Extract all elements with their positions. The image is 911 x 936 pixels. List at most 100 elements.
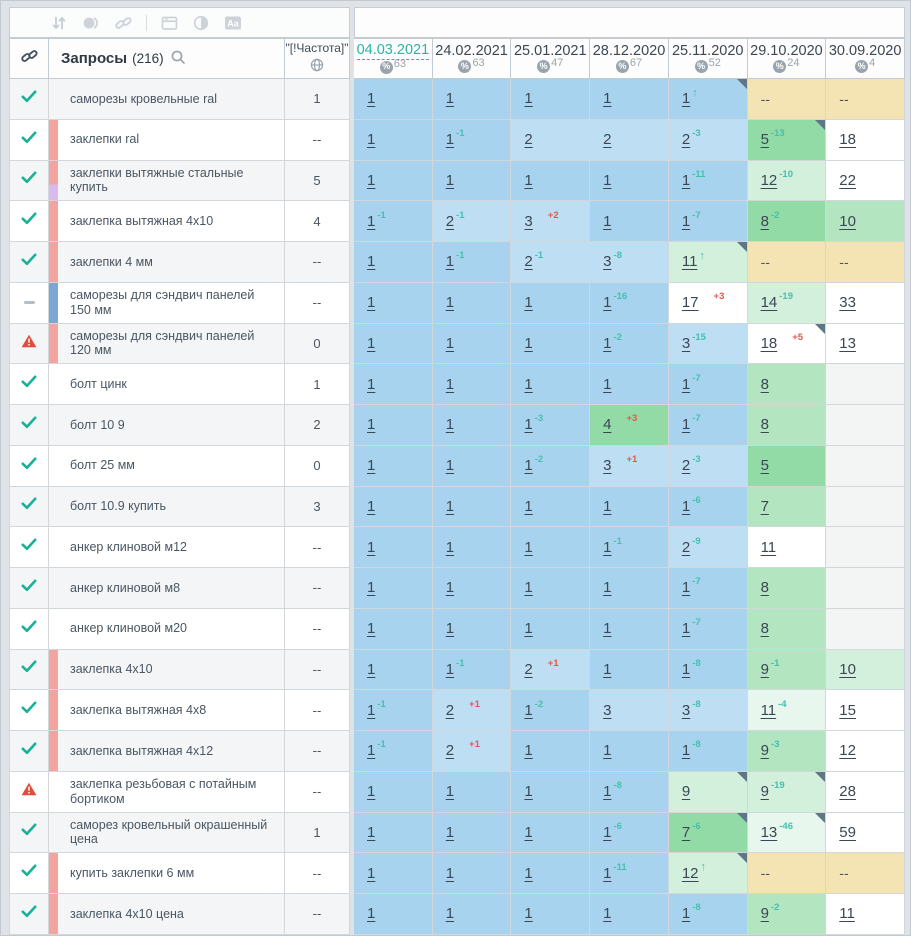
position-link[interactable]: 3 xyxy=(603,701,612,719)
position-cell[interactable]: 1 xyxy=(590,608,669,650)
position-link[interactable]: 3 xyxy=(524,212,533,230)
position-link[interactable]: 33 xyxy=(839,294,856,312)
position-link[interactable]: 1 xyxy=(524,497,533,515)
position-link[interactable]: 7 xyxy=(760,497,769,515)
position-cell[interactable]: 2 +1 xyxy=(511,649,591,691)
date-label[interactable]: 28.12.2020 xyxy=(592,42,666,59)
keyword-cell[interactable]: купить заклепки 6 мм xyxy=(49,853,285,894)
position-cell[interactable]: 1 xyxy=(511,812,591,854)
position-cell[interactable]: 7 -6 xyxy=(668,812,748,854)
position-cell[interactable]: 1 xyxy=(432,771,512,813)
position-link[interactable]: 1 xyxy=(603,823,612,841)
position-link[interactable]: 17 xyxy=(681,294,699,312)
date-column-header[interactable]: 25.01.2021 % 47 xyxy=(511,38,591,79)
status-cell[interactable] xyxy=(9,486,49,528)
position-link[interactable]: 1 xyxy=(603,742,612,760)
position-link[interactable]: 2 xyxy=(524,253,533,271)
position-cell[interactable]: 1 -8 xyxy=(668,649,748,691)
font-case-icon[interactable]: Aa xyxy=(223,14,243,32)
circles-icon[interactable] xyxy=(81,14,101,32)
status-cell[interactable] xyxy=(9,79,49,120)
status-ok-icon[interactable] xyxy=(21,497,37,515)
status-excluded-icon[interactable] xyxy=(23,301,35,305)
position-cell[interactable]: 1 xyxy=(432,853,512,894)
status-cell[interactable] xyxy=(9,608,49,650)
position-link[interactable]: 1 xyxy=(524,864,533,882)
position-link[interactable]: 9 xyxy=(760,905,769,923)
position-cell[interactable]: 2 -3 xyxy=(668,119,748,161)
position-link[interactable]: 1 xyxy=(524,171,533,189)
status-ok-icon[interactable] xyxy=(21,660,37,678)
position-link[interactable]: 11 xyxy=(760,538,777,556)
status-cell[interactable] xyxy=(9,405,49,446)
position-link[interactable]: 18 xyxy=(839,131,856,149)
position-link[interactable]: 1 xyxy=(367,253,376,271)
keyword-cell[interactable]: болт 10.9 купить xyxy=(49,486,285,528)
status-ok-icon[interactable] xyxy=(21,742,37,760)
position-link[interactable]: 1 xyxy=(524,538,533,556)
status-ok-icon[interactable] xyxy=(21,538,37,556)
position-cell[interactable]: 1 -1 xyxy=(432,649,512,691)
status-cell[interactable] xyxy=(9,201,49,242)
position-link[interactable]: 15 xyxy=(839,701,856,719)
position-link[interactable]: 9 xyxy=(760,783,769,801)
keyword-cell[interactable]: болт 10 9 xyxy=(49,405,285,446)
position-cell[interactable]: 2 xyxy=(590,119,669,161)
position-link[interactable]: 13 xyxy=(839,334,856,352)
position-cell[interactable]: 1 xyxy=(590,201,669,242)
position-link[interactable]: 1 xyxy=(445,253,455,271)
position-link[interactable]: 1 xyxy=(681,212,691,230)
position-cell[interactable]: 1 xyxy=(432,160,512,202)
position-cell[interactable]: 8 xyxy=(747,568,827,609)
position-link[interactable]: 1 xyxy=(603,171,612,189)
keyword-cell[interactable]: заклепка резьбовая с потайным бортиком xyxy=(49,771,285,813)
keyword-cell[interactable]: заклепка 4х10 xyxy=(49,649,285,691)
position-link[interactable]: 1 xyxy=(603,905,612,923)
position-cell[interactable]: 1 -7 xyxy=(668,201,748,242)
position-link[interactable]: 1 xyxy=(524,457,533,475)
position-link[interactable]: 1 xyxy=(603,620,612,638)
status-ok-icon[interactable] xyxy=(21,171,37,189)
position-cell[interactable]: 1 xyxy=(354,160,433,202)
position-link[interactable]: 1 xyxy=(445,90,455,108)
position-link[interactable]: 13 xyxy=(760,823,778,841)
position-cell[interactable]: 9 -19 xyxy=(747,771,827,813)
position-link[interactable]: 3 xyxy=(603,457,612,475)
position-cell[interactable]: 1 xyxy=(590,649,669,691)
position-cell[interactable]: 1 xyxy=(590,160,669,202)
position-link[interactable]: 14 xyxy=(760,294,778,312)
position-cell[interactable]: 1 xyxy=(590,364,669,405)
position-link[interactable]: 2 xyxy=(445,701,455,719)
position-link[interactable]: 1 xyxy=(367,334,376,352)
position-link[interactable]: 59 xyxy=(839,823,856,841)
position-cell[interactable]: 2 +1 xyxy=(432,690,512,731)
position-link[interactable]: 1 xyxy=(603,294,612,312)
position-link[interactable]: 1 xyxy=(603,864,612,882)
position-link[interactable]: 1 xyxy=(367,620,376,638)
position-cell[interactable]: 1 xyxy=(354,445,433,487)
position-link[interactable]: 5 xyxy=(760,131,769,149)
keyword-cell[interactable]: заклепка вытяжная 4x10 xyxy=(49,201,285,242)
keyword-cell[interactable]: болт 25 мм xyxy=(49,445,285,487)
position-link[interactable]: 1 xyxy=(603,334,612,352)
position-link[interactable]: 1 xyxy=(524,620,533,638)
position-link[interactable]: 8 xyxy=(760,375,769,393)
position-link[interactable]: 1 xyxy=(367,701,376,719)
position-link[interactable]: 1 xyxy=(681,416,691,434)
position-cell[interactable]: 12 -10 xyxy=(747,160,827,202)
date-label[interactable]: 25.01.2021 xyxy=(513,42,587,59)
position-link[interactable]: 1 xyxy=(524,742,533,760)
position-cell[interactable]: 1 -8 xyxy=(668,894,748,935)
position-link[interactable]: 28 xyxy=(839,783,856,801)
position-link[interactable]: 8 xyxy=(760,416,769,434)
position-cell[interactable]: 1 xyxy=(511,608,591,650)
position-link[interactable]: 1 xyxy=(524,90,533,108)
position-link[interactable]: 1 xyxy=(445,416,455,434)
position-cell[interactable]: 1 xyxy=(590,79,669,120)
date-column-header[interactable]: 30.09.2020 % 4 xyxy=(826,38,905,79)
position-link[interactable]: 3 xyxy=(681,701,691,719)
position-cell[interactable]: 1 xyxy=(432,364,512,405)
position-cell[interactable]: 9 -1 xyxy=(747,649,827,691)
position-cell[interactable]: 59 xyxy=(826,812,905,854)
position-link[interactable]: 1 xyxy=(603,538,612,556)
